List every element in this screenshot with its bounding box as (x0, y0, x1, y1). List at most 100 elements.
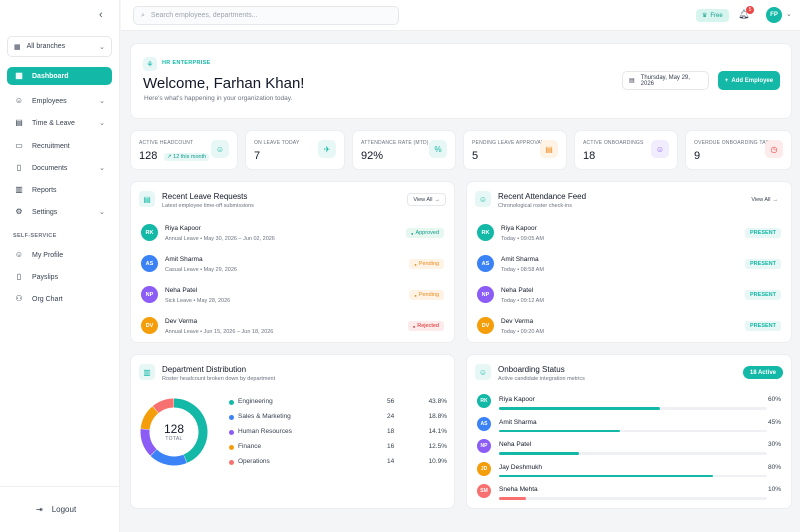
welcome-title: Welcome, Farhan Khan! (143, 75, 305, 92)
progress-percent: 60% (767, 396, 781, 403)
status-label: Rejected (417, 323, 439, 329)
stat-value: 9 (694, 150, 701, 162)
logout-button[interactable]: ⇥ Logout (0, 486, 120, 532)
add-employee-button[interactable]: + Add Employee (718, 71, 780, 90)
search-input[interactable]: ⌕ Search employees, departments... (133, 6, 399, 25)
stat-card: OVERDUE ONBOARDING TASKS 9 ◷ (685, 130, 792, 170)
user-check-icon: ☺ (475, 191, 491, 207)
progress-fill (499, 497, 526, 500)
leave-request-row[interactable]: NP Neha Patel Sick Leave • May 28, 2026 ● Pe… (139, 284, 446, 308)
employee-name: Riya Kapoor (501, 225, 537, 232)
sidebar-item-employees[interactable]: ☺ Employees ⌄ (7, 92, 112, 110)
donut-slice-sales-marketing (150, 449, 187, 466)
stat-trend: ↗ 12 this month (164, 153, 210, 161)
status-label: Approved (415, 230, 439, 236)
plan-badge[interactable]: ♛ Free (696, 9, 729, 22)
avatar: RK (141, 224, 158, 241)
branch-selector[interactable]: ▦ All branches ⌄ (7, 36, 112, 57)
collapse-sidebar-icon[interactable]: ‹ (99, 9, 103, 21)
onboarding-row[interactable]: JD Jay Deshmukh 80% (475, 461, 783, 483)
leave-request-row[interactable]: RK Riya Kapoor Annual Leave • May 30, 2026… (139, 222, 446, 246)
onboarding-row[interactable]: AS Amit Sharma 45% (475, 416, 783, 438)
employee-name: Riya Kapoor (165, 225, 201, 232)
candidate-name: Sneha Mehta (499, 486, 538, 493)
sidebar-item-payslips[interactable]: ▯ Payslips (7, 268, 112, 286)
status-dot-icon: ● (411, 230, 414, 236)
progress-track (499, 474, 767, 477)
plus-icon: + (724, 77, 729, 84)
candidate-name: Neha Patel (499, 441, 532, 448)
onboarding-row[interactable]: NP Neha Patel 30% (475, 438, 783, 460)
sidebar-item-org-chart[interactable]: ⚇ Org Chart (7, 290, 112, 308)
sidebar-item-time-leave[interactable]: ▤ Time & Leave ⌄ (7, 114, 112, 132)
avatar: AS (477, 416, 491, 431)
stat-label: PENDING LEAVE APPROVALS (472, 140, 548, 146)
sidebar-item-my-profile[interactable]: ☺ My Profile (7, 246, 112, 264)
sidebar-item-label: Reports (32, 186, 57, 194)
date-display[interactable]: ▤ Thursday, May 29, 2026 (622, 71, 709, 90)
leave-request-row[interactable]: DV Dev Verma Annual Leave • Jun 15, 2026 –… (139, 315, 446, 339)
leave-view-all-button[interactable]: View All → (407, 193, 446, 206)
attendance-row[interactable]: DV Dev Verma Today • 09:20 AM PRESENT (475, 315, 783, 339)
candidate-name: Jay Deshmukh (499, 463, 542, 471)
avatar: RK (477, 394, 491, 408)
department-count: 18 (387, 428, 395, 435)
attendance-row[interactable]: AS Amit Sharma Today • 08:58 AM PRESENT (475, 253, 783, 277)
department-subtitle: Roster headcount broken down by departme… (162, 376, 276, 382)
attendance-row[interactable]: RK Riya Kapoor Today • 09:05 AM PRESENT (475, 222, 783, 246)
leave-meta: Casual Leave • May 29, 2026 (165, 267, 237, 273)
avatar: AS (141, 255, 158, 272)
department-percent: 10.9% (428, 458, 447, 465)
branch-label: All branches (26, 43, 66, 50)
sidebar-item-settings[interactable]: ⚙ Settings ⌄ (7, 203, 112, 221)
avatar: NP (141, 286, 158, 303)
stat-label: OVERDUE ONBOARDING TASKS (694, 140, 777, 146)
attendance-row[interactable]: NP Neha Patel Today • 09:12 AM PRESENT (475, 284, 783, 308)
progress-fill (499, 407, 660, 410)
stat-card: ACTIVE HEADCOUNT 128 ↗ 12 this month ☺ (130, 130, 238, 170)
progress-track (499, 452, 767, 455)
branch-icon: ▦ (14, 43, 21, 51)
calendar-icon: ▤ (629, 78, 635, 84)
user-avatar[interactable]: FP (766, 7, 782, 23)
users-icon: ☺ (14, 96, 24, 105)
plane-icon: ✈ (318, 140, 336, 158)
arrow-right-icon: → (772, 196, 779, 203)
sidebar-item-label: Dashboard (32, 72, 69, 80)
department-row: Sales & Marketing 24 18.8% (229, 412, 447, 424)
attendance-view-all-button[interactable]: View All → (746, 193, 783, 206)
department-row: Human Resources 18 14.1% (229, 427, 447, 439)
onboarding-row[interactable]: RK Riya Kapoor 60% (475, 393, 783, 415)
status-label: Pending (418, 261, 439, 267)
avatar: JD (477, 461, 491, 476)
stat-label: ATTENDANCE RATE (MTD) (361, 140, 429, 146)
donut-total: 128 (163, 422, 185, 436)
clipboard-icon: ▤ (540, 140, 558, 158)
legend-dot (229, 445, 234, 450)
candidate-name: Riya Kapoor (499, 396, 535, 403)
welcome-card: ⚘ HR ENTERPRISE Welcome, Farhan Khan! He… (130, 43, 792, 119)
avatar: AS (477, 255, 494, 272)
candidate-name: Amit Sharma (499, 418, 537, 426)
status-badge: PRESENT (745, 228, 781, 238)
plan-label: Free (710, 12, 723, 19)
onboarding-row[interactable]: SM Sneha Mehta 10% (475, 483, 783, 505)
arrow-right-icon: → (434, 196, 441, 203)
stat-card: PENDING LEAVE APPROVALS 5 ▤ (463, 130, 567, 170)
bell-icon[interactable]: 🔔︎ (738, 9, 750, 19)
leave-request-row[interactable]: AS Amit Sharma Casual Leave • May 29, 2026… (139, 253, 446, 277)
chevron-down-icon[interactable]: ⌄ (786, 11, 792, 18)
sidebar-item-recruitment[interactable]: ▭ Recruitment (7, 137, 112, 155)
enterprise-label: HR ENTERPRISE (162, 60, 211, 66)
leave-title: Recent Leave Requests (162, 192, 248, 201)
sidebar-item-documents[interactable]: ▯ Documents ⌄ (7, 159, 112, 177)
sidebar-item-reports[interactable]: ▥ Reports (7, 181, 112, 199)
department-row: Engineering 56 43.8% (229, 397, 447, 409)
sidebar-item-dashboard[interactable]: ▦ Dashboard (7, 67, 112, 85)
dashboard-icon: ▦ (15, 71, 23, 80)
building-icon: ▥ (139, 364, 155, 380)
department-count: 56 (387, 398, 395, 405)
chevron-down-icon: ⌄ (99, 165, 105, 172)
leave-meta: Sick Leave • May 28, 2026 (165, 298, 231, 304)
employee-name: Dev Verma (501, 318, 534, 325)
